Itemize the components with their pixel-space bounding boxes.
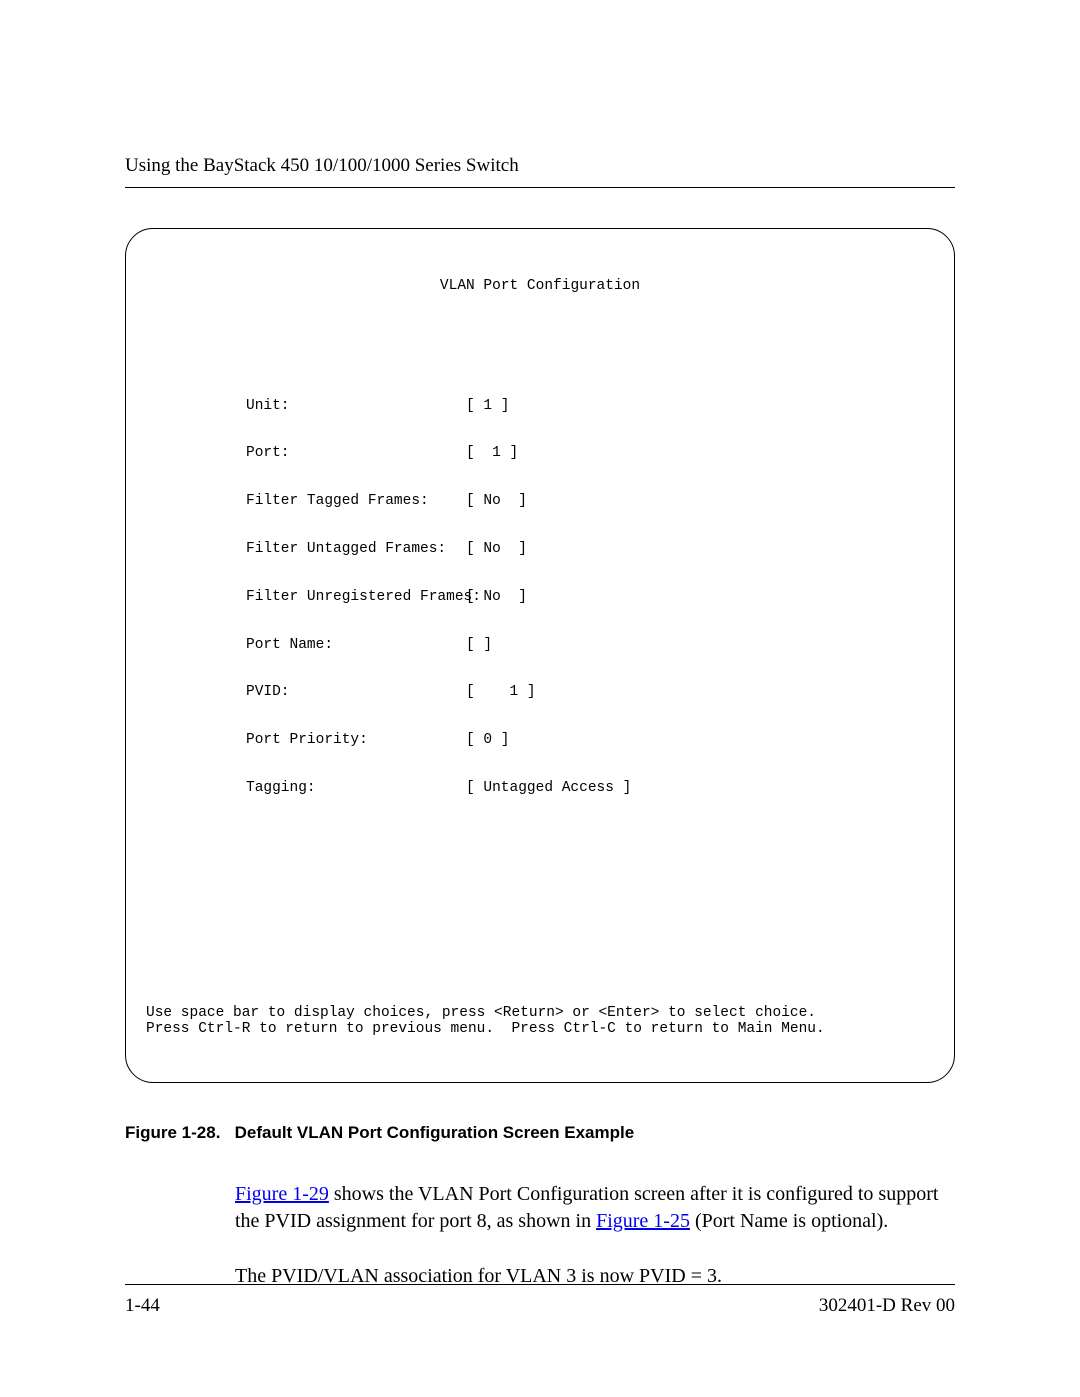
- config-value: [ ]: [466, 638, 492, 654]
- config-row: Filter Untagged Frames:[ No ]: [246, 542, 934, 558]
- terminal-title: VLAN Port Configuration: [146, 279, 934, 295]
- config-value: [ Untagged Access ]: [466, 781, 631, 797]
- config-row: Unit:[ 1 ]: [246, 399, 934, 415]
- terminal-footer: Use space bar to display choices, press …: [146, 1006, 934, 1038]
- config-value: [ No ]: [466, 494, 527, 510]
- figure-link-1-25[interactable]: Figure 1-25: [596, 1210, 690, 1232]
- header-title: Using the BayStack 450 10/100/1000 Serie…: [125, 155, 519, 176]
- config-label: Filter Untagged Frames:: [246, 542, 466, 558]
- page-container: Using the BayStack 450 10/100/1000 Serie…: [0, 0, 1080, 1397]
- paragraph-1: Figure 1-29 shows the VLAN Port Configur…: [235, 1181, 955, 1235]
- figure-text: Default VLAN Port Configuration Screen E…: [235, 1123, 635, 1142]
- terminal-footer-line2: Press Ctrl-R to return to previous menu.…: [146, 1021, 825, 1037]
- terminal-screen: VLAN Port Configuration Unit:[ 1 ] Port:…: [125, 228, 955, 1083]
- figure-link-1-29[interactable]: Figure 1-29: [235, 1183, 329, 1205]
- config-row: Port:[ 1 ]: [246, 446, 934, 462]
- page-header: Using the BayStack 450 10/100/1000 Serie…: [125, 155, 955, 188]
- page-footer: 1-44 302401-D Rev 00: [125, 1284, 955, 1317]
- config-value: [ 0 ]: [466, 733, 510, 749]
- config-row: Port Name:[ ]: [246, 638, 934, 654]
- config-label: Unit:: [246, 399, 466, 415]
- config-value: [ 1 ]: [466, 685, 536, 701]
- config-value: [ No ]: [466, 590, 527, 606]
- config-row: PVID:[ 1 ]: [246, 685, 934, 701]
- config-row: Port Priority:[ 0 ]: [246, 733, 934, 749]
- config-label: PVID:: [246, 685, 466, 701]
- config-label: Port Priority:: [246, 733, 466, 749]
- figure-label: Figure 1-28.: [125, 1123, 220, 1142]
- config-label: Filter Unregistered Frames:: [246, 590, 466, 606]
- config-value: [ 1 ]: [466, 446, 518, 462]
- terminal-body: Unit:[ 1 ] Port:[ 1 ] Filter Tagged Fram…: [146, 367, 934, 829]
- config-label: Filter Tagged Frames:: [246, 494, 466, 510]
- config-row: Filter Unregistered Frames:[ No ]: [246, 590, 934, 606]
- page-number: 1-44: [125, 1295, 160, 1317]
- paragraph-text: (Port Name is optional).: [690, 1210, 888, 1232]
- config-label: Tagging:: [246, 781, 466, 797]
- config-row: Tagging:[ Untagged Access ]: [246, 781, 934, 797]
- figure-caption: Figure 1-28. Default VLAN Port Configura…: [125, 1123, 955, 1143]
- config-value: [ No ]: [466, 542, 527, 558]
- doc-id: 302401-D Rev 00: [819, 1295, 955, 1317]
- terminal-footer-line1: Use space bar to display choices, press …: [146, 1005, 816, 1021]
- config-value: [ 1 ]: [466, 399, 510, 415]
- config-label: Port Name:: [246, 638, 466, 654]
- config-row: Filter Tagged Frames:[ No ]: [246, 494, 934, 510]
- config-label: Port:: [246, 446, 466, 462]
